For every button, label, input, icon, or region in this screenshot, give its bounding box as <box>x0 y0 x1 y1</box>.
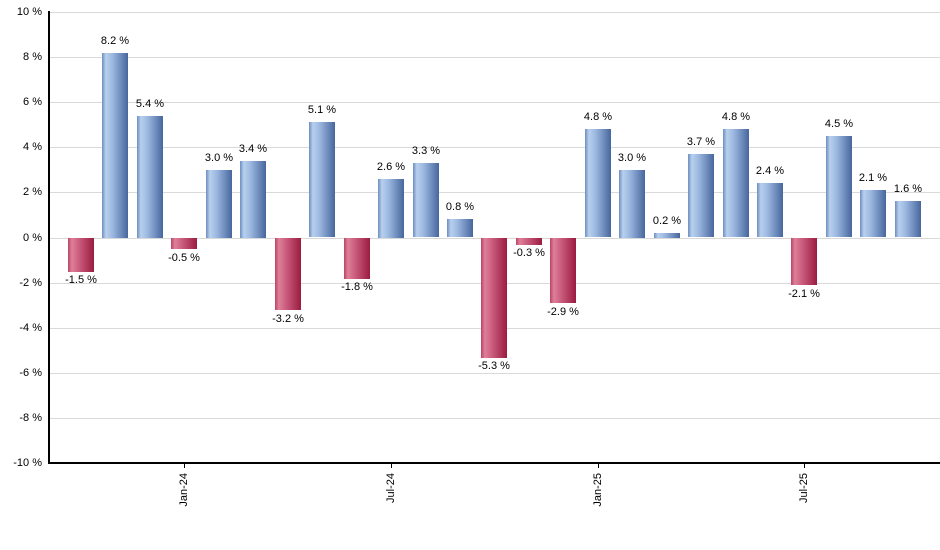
bar-value-label: -2.1 % <box>788 288 820 300</box>
bar-value-label: 1.6 % <box>893 183 923 195</box>
bar-negative <box>68 238 94 272</box>
bar-positive <box>895 201 921 237</box>
x-axis-tick-label-text: Jan-24 <box>178 473 190 507</box>
bar-positive <box>860 190 886 237</box>
bar-value-label: 0.2 % <box>652 215 682 227</box>
gridline <box>50 373 940 374</box>
y-axis-tick-label: 10 % <box>16 6 42 18</box>
bar-value-label: 3.3 % <box>411 145 441 157</box>
bar-negative <box>481 238 507 358</box>
bar-value-label: -5.3 % <box>478 360 510 372</box>
bar-positive <box>826 136 852 237</box>
x-axis-tick-label: Jul-25 <box>797 470 811 520</box>
bar-negative <box>275 238 301 310</box>
bar-positive <box>413 163 439 237</box>
bar-positive <box>757 183 783 237</box>
gridline <box>50 147 940 148</box>
bar-value-label: -0.3 % <box>513 247 545 259</box>
bar-negative <box>791 238 817 285</box>
gridline <box>50 57 940 58</box>
bar-value-label: 8.2 % <box>100 35 130 47</box>
bar-value-label: 3.4 % <box>238 143 268 155</box>
gridline <box>50 12 940 13</box>
bar-negative <box>171 238 197 249</box>
x-axis-tick-label-text: Jul-24 <box>385 473 397 503</box>
bar-value-label: 5.1 % <box>307 104 337 116</box>
y-axis-tick-label: -6 % <box>19 367 42 379</box>
y-axis-tick-label: 2 % <box>23 186 42 198</box>
bar-value-label: 3.0 % <box>617 152 647 164</box>
bar-value-label: 2.6 % <box>376 161 406 173</box>
x-axis-tick-label: Jul-24 <box>384 470 398 520</box>
bar-negative <box>550 238 576 303</box>
bar-value-label: -1.8 % <box>341 281 373 293</box>
x-axis-tick-label: Jan-25 <box>591 470 605 520</box>
bar-value-label: 4.8 % <box>721 111 751 123</box>
bar-positive <box>102 53 128 238</box>
gridline <box>50 418 940 419</box>
bar-value-label: -3.2 % <box>272 313 304 325</box>
bar-positive <box>206 170 232 238</box>
bar-positive <box>240 161 266 238</box>
gridline <box>50 102 940 103</box>
bar-positive <box>688 154 714 237</box>
bar-value-label: -2.9 % <box>547 306 579 318</box>
bar-positive <box>585 129 611 237</box>
bar-value-label: 5.4 % <box>135 98 165 110</box>
x-axis-tick-mark <box>804 462 805 468</box>
y-axis-tick-label: -2 % <box>19 277 42 289</box>
x-axis-tick-mark <box>184 462 185 468</box>
x-axis-line <box>48 462 940 464</box>
bar-value-label: 2.1 % <box>858 172 888 184</box>
bar-value-label: 4.5 % <box>824 118 854 130</box>
x-axis-tick-mark <box>391 462 392 468</box>
bar-positive <box>309 122 335 237</box>
bar-value-label: -1.5 % <box>65 274 97 286</box>
bar-value-label: 0.8 % <box>445 201 475 213</box>
bar-positive <box>619 170 645 238</box>
bar-positive <box>447 219 473 237</box>
y-axis-tick-label: -4 % <box>19 322 42 334</box>
bar-positive <box>723 129 749 237</box>
x-axis-tick-label-text: Jul-25 <box>798 473 810 503</box>
y-axis-tick-label: 0 % <box>23 232 42 244</box>
bar-positive <box>654 233 680 238</box>
y-axis-line <box>48 11 50 464</box>
bar-negative <box>344 238 370 279</box>
bar-negative <box>516 238 542 245</box>
y-axis-tick-label: 4 % <box>23 141 42 153</box>
y-axis-tick-label: -8 % <box>19 412 42 424</box>
bar-value-label: 3.7 % <box>686 136 716 148</box>
x-axis-tick-label: Jan-24 <box>177 470 191 520</box>
bar-value-label: 3.0 % <box>204 152 234 164</box>
bar-value-label: 2.4 % <box>755 165 785 177</box>
bar-positive <box>378 179 404 238</box>
bar-value-label: -0.5 % <box>168 252 200 264</box>
gridline <box>50 192 940 193</box>
y-axis-tick-label: 6 % <box>23 96 42 108</box>
y-axis-tick-label: 8 % <box>23 51 42 63</box>
x-axis-tick-mark <box>598 462 599 468</box>
bar-positive <box>137 116 163 238</box>
bar-value-label: 4.8 % <box>583 111 613 123</box>
y-axis-tick-label: -10 % <box>13 457 42 469</box>
x-axis-tick-label-text: Jan-25 <box>592 473 604 507</box>
